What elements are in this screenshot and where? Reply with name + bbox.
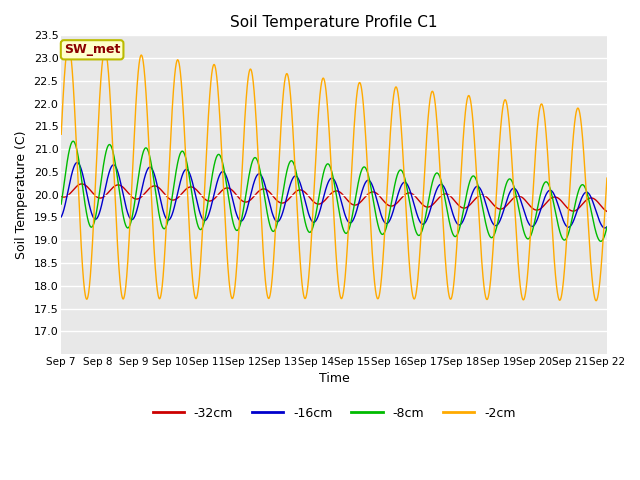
- X-axis label: Time: Time: [319, 372, 349, 385]
- Text: SW_met: SW_met: [64, 43, 120, 56]
- Y-axis label: Soil Temperature (C): Soil Temperature (C): [15, 131, 28, 259]
- Legend: -32cm, -16cm, -8cm, -2cm: -32cm, -16cm, -8cm, -2cm: [147, 402, 520, 425]
- Title: Soil Temperature Profile C1: Soil Temperature Profile C1: [230, 15, 438, 30]
